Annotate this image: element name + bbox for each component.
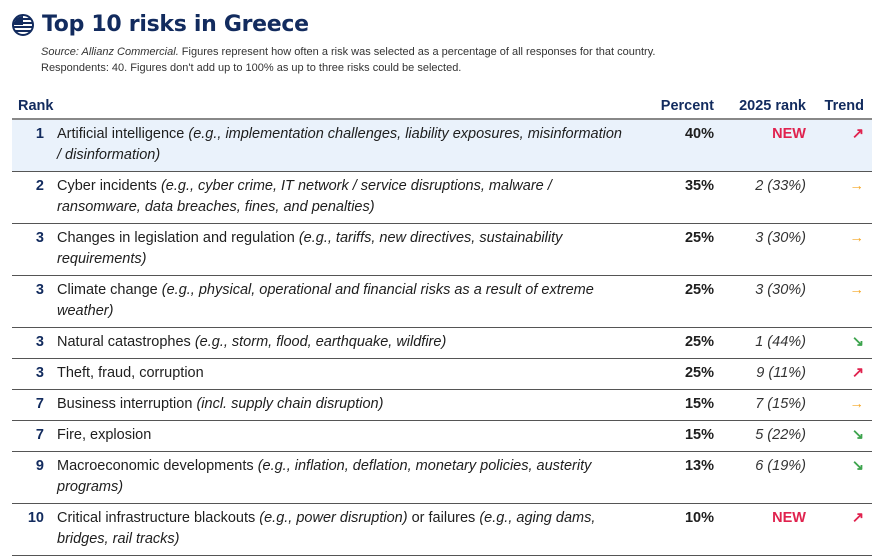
risk-name: Fire, explosion [57,427,152,443]
previous-rank: NEW [714,503,806,556]
risk-name: Critical infrastructure blackouts [57,510,256,526]
risk-name: Theft, fraud, corruption [57,365,204,381]
header-percent: Percent [624,96,714,120]
previous-rank: 5 (22%) [714,420,806,452]
subtitle: Source: Allianz Commercial. Figures repr… [41,44,655,76]
previous-rank: 1 (44%) [714,327,806,359]
table-row: 7 Fire, explosion 15% 5 (22%) ↘ [12,420,872,452]
risk-detail: (e.g., tariffs, new directives, sustaina… [57,230,563,267]
rank-number: 7 [12,420,57,452]
risk-name: Macroeconomic developments [57,458,254,474]
trend-up-arrow-icon: ↗ [806,503,872,556]
greece-flag-icon [12,13,34,36]
table-row: 3 Natural catastrophes (e.g., storm, flo… [12,327,872,359]
table-row: 2 Cyber incidents (e.g., cyber crime, IT… [12,171,872,224]
risk-detail: (e.g., inflation, deflation, monetary po… [57,458,592,495]
trend-flat-arrow-icon: → [806,171,872,224]
risk-detail: (e.g., cyber crime, IT network / service… [57,178,552,215]
risk-name: Business interruption [57,396,193,412]
risk-name: Changes in legislation and regulation [57,230,295,246]
risk-name-cell: Natural catastrophes (e.g., storm, flood… [57,327,624,359]
previous-rank: 9 (11%) [714,358,806,390]
previous-rank: 3 (30%) [714,223,806,276]
table-row: 10 Critical infrastructure blackouts (e.… [12,503,872,556]
trend-flat-arrow-icon: → [806,223,872,276]
trend-down-arrow-icon: ↘ [806,327,872,359]
percent-value: 25% [624,275,714,328]
rank-number: 3 [12,223,57,276]
table-row: 7 Business interruption (incl. supply ch… [12,389,872,421]
trend-down-arrow-icon: ↘ [806,420,872,452]
trend-flat-arrow-icon: → [806,275,872,328]
risk-detail: (incl. supply chain disruption) [196,396,384,412]
risk-name: Cyber incidents [57,178,157,194]
rank-number: 9 [12,451,57,504]
header-2025-rank: 2025 rank [714,96,806,120]
risk-name-cell: Changes in legislation and regulation (e… [57,223,624,276]
risk-name-cell: Critical infrastructure blackouts (e.g.,… [57,503,624,556]
trend-up-arrow-icon: ↗ [806,119,872,172]
risk-name-cell: Climate change (e.g., physical, operatio… [57,275,624,328]
percent-value: 40% [624,119,714,172]
rank-number: 3 [12,275,57,328]
previous-rank: 6 (19%) [714,451,806,504]
risk-name: Climate change [57,282,158,298]
subtitle-line-2: Respondents: 40. Figures don't add up to… [41,62,462,74]
rank-number: 7 [12,389,57,421]
risk-detail: (e.g., implementation challenges, liabil… [57,126,622,163]
table-header: Rank Percent 2025 rank Trend [12,96,872,120]
risk-name-cell: Cyber incidents (e.g., cyber crime, IT n… [57,171,624,224]
subtitle-line-1: Figures represent how often a risk was s… [178,46,656,58]
rank-number: 2 [12,171,57,224]
previous-rank: NEW [714,119,806,172]
header-trend: Trend [806,96,872,120]
risk-name-cell: Theft, fraud, corruption [57,358,624,390]
risk-detail: (e.g., power disruption) [259,510,408,526]
percent-value: 25% [624,327,714,359]
risk-name: Artificial intelligence [57,126,185,142]
table-row: 3 Climate change (e.g., physical, operat… [12,275,872,328]
percent-value: 25% [624,358,714,390]
table-row: 1 Artificial intelligence (e.g., impleme… [12,119,872,172]
risk-table: Rank Percent 2025 rank Trend 1 Artificia… [12,96,872,556]
header-rank: Rank [12,96,624,120]
table-row: 3 Changes in legislation and regulation … [12,223,872,276]
trend-flat-arrow-icon: → [806,389,872,421]
page-title-block: Top 10 risks in Greece [12,12,309,37]
risk-detail: (e.g., storm, flood, earthquake, wildfir… [194,334,447,350]
risk-name-cell: Business interruption (incl. supply chai… [57,389,624,421]
percent-value: 35% [624,171,714,224]
risk-name: Natural catastrophes [57,334,191,350]
risk-name-cell: Fire, explosion [57,420,624,452]
table-row: 9 Macroeconomic developments (e.g., infl… [12,451,872,504]
risk-name-cell: Artificial intelligence (e.g., implement… [57,119,624,172]
percent-value: 10% [624,503,714,556]
trend-down-arrow-icon: ↘ [806,451,872,504]
percent-value: 15% [624,420,714,452]
risk-detail: (e.g., physical, operational and financi… [57,282,594,319]
previous-rank: 7 (15%) [714,389,806,421]
page-title: Top 10 risks in Greece [42,12,309,37]
table-row: 3 Theft, fraud, corruption 25% 9 (11%) ↗ [12,358,872,390]
percent-value: 13% [624,451,714,504]
rank-number: 1 [12,119,57,172]
rank-number: 10 [12,503,57,556]
percent-value: 15% [624,389,714,421]
risk-extra: or failures [407,510,480,526]
previous-rank: 2 (33%) [714,171,806,224]
trend-up-arrow-icon: ↗ [806,358,872,390]
previous-rank: 3 (30%) [714,275,806,328]
rank-number: 3 [12,358,57,390]
source-label: Source: Allianz Commercial. [41,46,179,58]
risk-name-cell: Macroeconomic developments (e.g., inflat… [57,451,624,504]
percent-value: 25% [624,223,714,276]
rank-number: 3 [12,327,57,359]
